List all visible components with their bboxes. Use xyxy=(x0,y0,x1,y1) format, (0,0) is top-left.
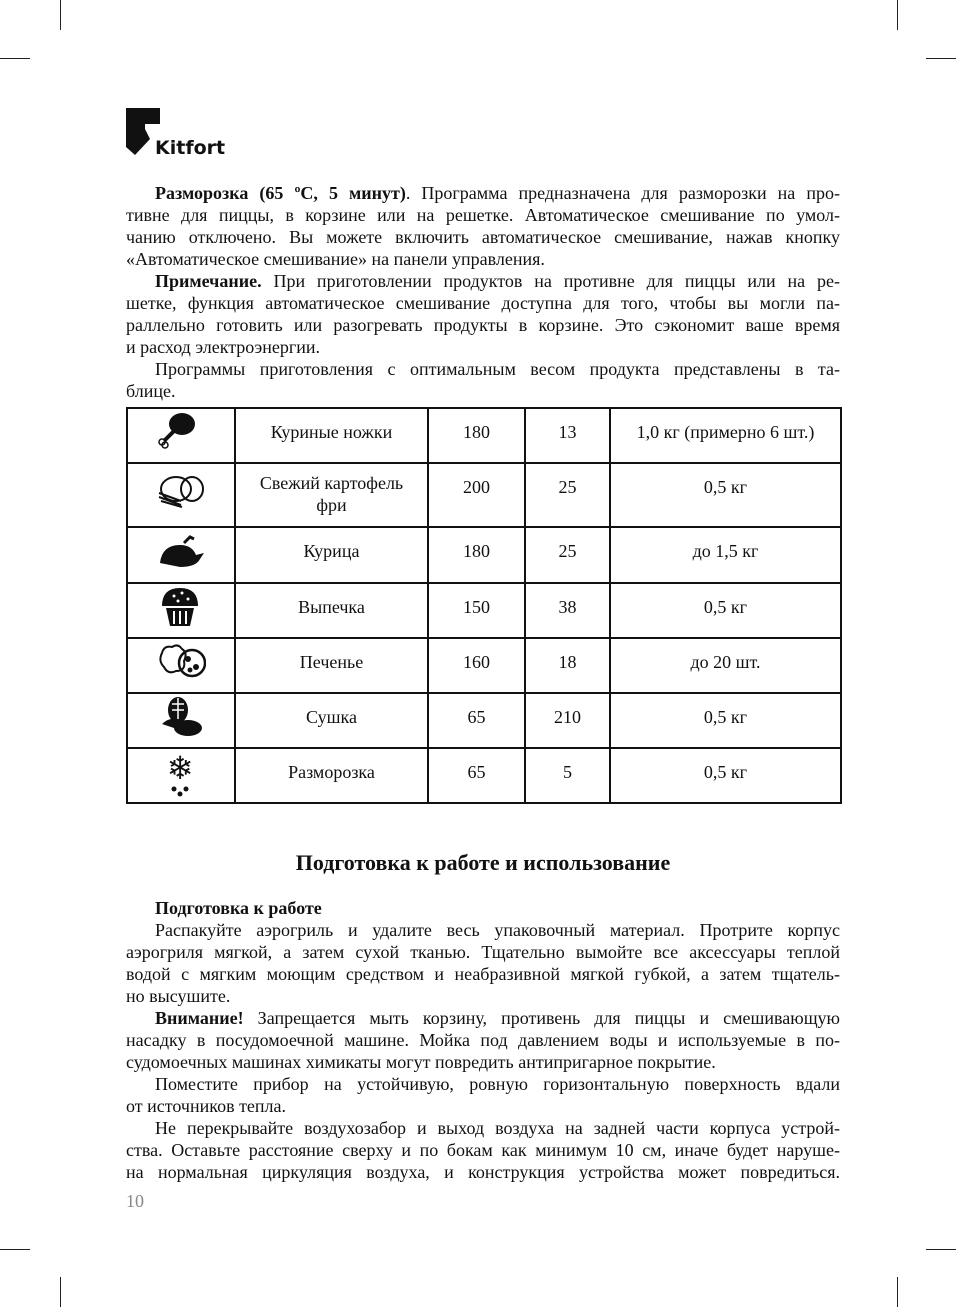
crop-mark xyxy=(0,58,30,59)
table-row: Курица 180 25 до 1,5 кг xyxy=(126,526,842,584)
weight: 0,5 кг xyxy=(609,462,842,528)
program-name: Свежий картофель фри xyxy=(234,462,429,528)
cookies-icon xyxy=(159,644,207,678)
time: 25 xyxy=(524,526,611,584)
weight: 0,5 кг xyxy=(609,582,842,639)
section-body: Подготовка к работе Распакуйте аэрогриль… xyxy=(126,898,840,1182)
chicken-leg-icon xyxy=(158,413,195,449)
program-name: Печенье xyxy=(234,637,429,694)
program-name: Выпечка xyxy=(234,582,429,639)
time: 38 xyxy=(524,582,611,639)
crop-mark xyxy=(897,1277,898,1307)
table-row: Выпечка 150 38 0,5 кг xyxy=(126,582,842,639)
weight: 0,5 кг xyxy=(609,747,842,804)
weight: до 1,5 кг xyxy=(609,526,842,584)
paragraph-defrost: Разморозка (65 ºС, 5 минут). Программа п… xyxy=(126,183,840,401)
weight: 0,5 кг xyxy=(609,692,842,749)
temperature: 65 xyxy=(427,692,526,749)
program-name: Сушка xyxy=(234,692,429,749)
page-number: 10 xyxy=(126,1191,144,1211)
temperature: 65 xyxy=(427,747,526,804)
vegetables-icon xyxy=(162,697,202,736)
time: 25 xyxy=(524,462,611,528)
snowflake-icon: ❄ xyxy=(167,749,194,797)
crop-mark xyxy=(897,0,898,30)
time: 18 xyxy=(524,637,611,694)
temperature: 180 xyxy=(427,526,526,584)
temperature: 180 xyxy=(427,407,526,464)
weight: до 20 шт. xyxy=(609,637,842,694)
table-row: Куриные ножки 180 13 1,0 кг (примерно 6 … xyxy=(126,407,842,464)
crop-mark xyxy=(926,58,956,59)
section-title: Подготовка к работе и использование xyxy=(295,850,671,875)
icon-cell xyxy=(126,526,236,584)
time: 13 xyxy=(524,407,611,464)
icon-cell xyxy=(126,462,236,528)
time: 5 xyxy=(524,747,611,804)
program-name: Курица xyxy=(234,526,429,584)
cupcake-icon xyxy=(162,588,198,626)
program-name: Разморозка xyxy=(234,747,429,804)
kitfort-logo: Kitfort xyxy=(126,108,225,159)
table-row: Свежий картофель фри 200 25 0,5 кг xyxy=(126,462,842,528)
program-name: Куриные ножки xyxy=(234,407,429,464)
crop-mark xyxy=(0,1249,30,1250)
icon-cell: ❄ xyxy=(126,747,236,804)
crop-mark xyxy=(60,0,61,30)
temperature: 200 xyxy=(427,462,526,528)
icon-cell xyxy=(126,692,236,749)
table-row: Печенье 160 18 до 20 шт. xyxy=(126,637,842,694)
crop-mark xyxy=(926,1249,956,1250)
svg-text:❄: ❄ xyxy=(167,749,194,787)
crop-mark xyxy=(60,1277,61,1307)
potato-fries-icon xyxy=(158,475,204,508)
time: 210 xyxy=(524,692,611,749)
temperature: 160 xyxy=(427,637,526,694)
svg-text:Kitfort: Kitfort xyxy=(155,137,225,159)
roast-chicken-icon xyxy=(160,534,204,567)
icon-cell xyxy=(126,407,236,464)
programs-table: Куриные ножки 180 13 1,0 кг (примерно 6 … xyxy=(126,407,842,804)
icon-cell xyxy=(126,637,236,694)
table-row: ❄ Разморозка 65 5 0,5 кг xyxy=(126,747,842,804)
icon-cell xyxy=(126,582,236,639)
table-row: Сушка 65 210 0,5 кг xyxy=(126,692,842,749)
temperature: 150 xyxy=(427,582,526,639)
weight: 1,0 кг (примерно 6 шт.) xyxy=(609,407,842,464)
